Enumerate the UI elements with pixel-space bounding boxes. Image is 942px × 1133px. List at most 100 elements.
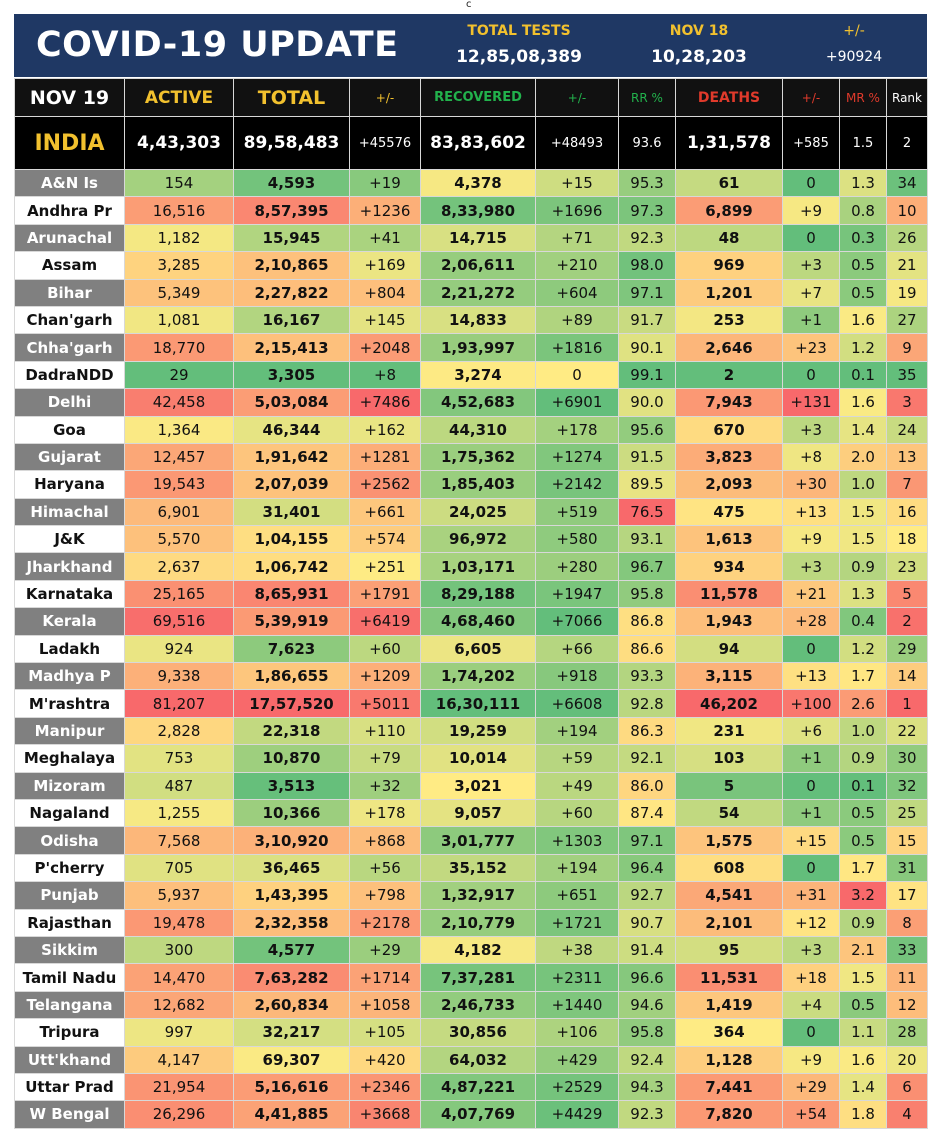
cell-deaths-change: +13 (782, 662, 840, 691)
cell-active: 487 (124, 771, 234, 800)
cell-active: 2,637 (124, 552, 234, 581)
cell-total: 31,401 (233, 497, 350, 527)
cell-total: 2,32,358 (233, 908, 350, 937)
india-name: INDIA (14, 116, 125, 170)
cell-total: 5,39,919 (233, 607, 350, 636)
cell-mr: 1.6 (839, 305, 887, 335)
cell-total: 5,16,616 (233, 1072, 350, 1102)
header-total-change: +/- (349, 78, 421, 117)
daily-tests-block: NOV 18 10,28,203 (634, 22, 764, 68)
cell-deaths: 48 (675, 223, 783, 253)
cell-total: 3,513 (233, 771, 350, 800)
cell-deaths: 54 (675, 798, 783, 828)
cell-recovered-change: +1816 (535, 333, 619, 362)
cell-state: Delhi (14, 388, 125, 417)
page-title: COVID-19 UPDATE (36, 25, 399, 65)
cell-total-change: +79 (349, 744, 421, 773)
header-rank: Rank (886, 78, 928, 117)
cell-active: 81,207 (124, 689, 234, 718)
cell-deaths: 1,419 (675, 990, 783, 1020)
cell-recovered: 14,833 (420, 305, 536, 335)
cell-active: 1,364 (124, 415, 234, 444)
cell-total-change: +804 (349, 278, 421, 307)
cell-deaths-change: +13 (782, 497, 840, 527)
cell-mr: 0.1 (839, 771, 887, 800)
cell-recovered: 16,30,111 (420, 689, 536, 718)
cell-deaths: 61 (675, 168, 783, 198)
cell-deaths-change: +9 (782, 525, 840, 554)
table-row: Haryana 19,543 2,07,039 +2562 1,85,403 +2142 8… (14, 470, 928, 499)
cell-active: 18,770 (124, 333, 234, 362)
cell-rank: 18 (886, 525, 928, 554)
header-deaths: DEATHS (675, 78, 783, 117)
cell-rank: 34 (886, 168, 928, 198)
cell-total: 7,63,282 (233, 963, 350, 992)
cell-mr: 0.5 (839, 278, 887, 307)
cell-deaths: 3,115 (675, 662, 783, 691)
cell-deaths: 2,646 (675, 333, 783, 362)
cell-recovered-change: +210 (535, 251, 619, 280)
cell-rr: 93.3 (618, 662, 676, 691)
cell-rr: 94.6 (618, 990, 676, 1020)
cell-recovered: 9,057 (420, 798, 536, 828)
cell-total-change: +868 (349, 826, 421, 855)
cell-deaths-change: +1 (782, 744, 840, 773)
cell-total: 3,305 (233, 360, 350, 390)
table-row: Madhya P 9,338 1,86,655 +1209 1,74,202 +918 93… (14, 662, 928, 691)
cell-mr: 1.0 (839, 716, 887, 746)
cell-total-change: +2178 (349, 908, 421, 937)
cell-recovered-change: +429 (535, 1045, 619, 1074)
cell-deaths: 1,128 (675, 1045, 783, 1074)
cell-active: 6,901 (124, 497, 234, 527)
cell-mr: 1.5 (839, 525, 887, 554)
state-rows: A&N Is 154 4,593 +19 4,378 +15 95.3 61 0 1.3 34 And… (14, 168, 928, 1129)
cell-mr: 0.1 (839, 360, 887, 390)
cell-active: 9,338 (124, 662, 234, 691)
table-row: Jharkhand 2,637 1,06,742 +251 1,03,171 +280 96… (14, 552, 928, 581)
cell-rank: 7 (886, 470, 928, 499)
cell-active: 300 (124, 935, 234, 965)
cell-total: 2,07,039 (233, 470, 350, 499)
cell-recovered: 1,93,997 (420, 333, 536, 362)
table-row: Nagaland 1,255 10,366 +178 9,057 +60 87.4 54 +1 0… (14, 798, 928, 828)
cell-rr: 96.4 (618, 853, 676, 883)
cell-state: Arunachal (14, 223, 125, 253)
cell-deaths-change: +12 (782, 908, 840, 937)
cell-total-change: +56 (349, 853, 421, 883)
cell-recovered-change: +38 (535, 935, 619, 965)
india-total: 89,58,483 (233, 116, 350, 170)
cell-deaths-change: +4 (782, 990, 840, 1020)
cell-total: 5,03,084 (233, 388, 350, 417)
cell-recovered-change: +59 (535, 744, 619, 773)
table-row: Utt'khand 4,147 69,307 +420 64,032 +429 92.4 1,… (14, 1045, 928, 1074)
cell-mr: 0.3 (839, 223, 887, 253)
cell-deaths: 95 (675, 935, 783, 965)
cell-deaths-change: 0 (782, 634, 840, 664)
cell-total-change: +3668 (349, 1100, 421, 1129)
cell-rank: 4 (886, 1100, 928, 1129)
cell-recovered-change: +2142 (535, 470, 619, 499)
cell-total-change: +6419 (349, 607, 421, 636)
cell-rank: 29 (886, 634, 928, 664)
cell-recovered-change: +178 (535, 415, 619, 444)
cell-rank: 1 (886, 689, 928, 718)
cell-active: 1,182 (124, 223, 234, 253)
header-mr: MR % (839, 78, 887, 117)
cell-total-change: +574 (349, 525, 421, 554)
cell-recovered-change: +1440 (535, 990, 619, 1020)
cell-total: 16,167 (233, 305, 350, 335)
total-tests-label: TOTAL TESTS (467, 23, 571, 39)
cell-deaths-change: +7 (782, 278, 840, 307)
cell-rr: 86.6 (618, 634, 676, 664)
cell-state: Madhya P (14, 662, 125, 691)
cell-recovered: 14,715 (420, 223, 536, 253)
india-deaths-change: +585 (782, 116, 840, 170)
daily-tests-value: 10,28,203 (651, 47, 747, 67)
cell-deaths: 364 (675, 1018, 783, 1047)
table-row: Assam 3,285 2,10,865 +169 2,06,611 +210 98.0 96… (14, 251, 928, 280)
cell-deaths: 1,201 (675, 278, 783, 307)
cell-rr: 90.7 (618, 908, 676, 937)
cell-total: 1,86,655 (233, 662, 350, 691)
cell-state: Mizoram (14, 771, 125, 800)
cell-active: 69,516 (124, 607, 234, 636)
